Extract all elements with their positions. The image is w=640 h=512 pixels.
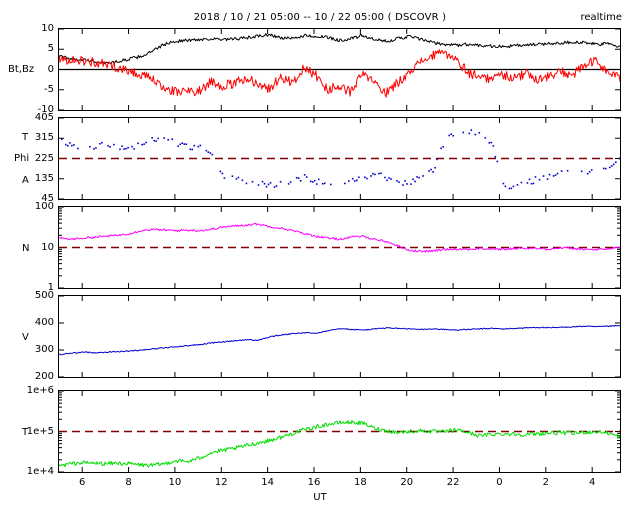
y-tick-label: 1e+4 [26,466,54,477]
x-tick-label: 10 [168,477,182,488]
y-tick-label: 1e+6 [26,385,54,396]
panel-1-canvas [59,118,620,199]
panel-2-canvas [59,207,620,288]
panel-bt-bz [58,28,621,111]
panel-density-label: N [22,243,30,254]
x-tick-label: 18 [353,477,367,488]
y-tick-label: 400 [34,317,54,328]
panel-temperature-label: T [22,427,29,438]
panel-bt-bz-label: Bt,Bz [8,64,35,75]
y-tick-label: 1 [47,282,54,293]
panel-0-canvas [59,29,620,110]
y-tick-label: 225 [34,152,54,164]
y-tick-label: 405 [34,112,54,123]
y-tick-label: -10 [37,104,54,115]
panel-phi-label: Phi [14,153,30,164]
panel-temperature [58,390,621,473]
y-tick-label: 200 [34,371,54,382]
y-tick-label: 0 [47,63,54,75]
x-tick-label: 12 [214,477,228,488]
x-tick-label: 2 [542,477,549,488]
x-tick-label: 16 [307,477,321,488]
x-tick-label: 8 [125,477,132,488]
panel-velocity [58,295,621,378]
x-tick-label: 0 [496,477,503,488]
x-axis-label: UT [313,492,327,503]
y-tick-label: 1e+5 [26,425,54,437]
panel-density [58,206,621,289]
realtime-badge: realtime [580,12,622,23]
y-tick-label: 500 [34,290,54,301]
y-tick-label: 315 [34,132,54,144]
x-tick-label: 14 [261,477,274,488]
panel-velocity-label: V [22,332,29,343]
panel-phi-theta [58,117,621,200]
y-tick-label: 10 [41,23,54,34]
x-tick-label: 4 [588,477,596,488]
panel-theta-label: T [22,132,29,143]
y-tick-label: -5 [44,83,54,95]
y-tick-label: 10 [41,241,54,253]
y-tick-label: 300 [34,344,54,355]
y-tick-label: 135 [34,172,54,184]
x-tick-label: 6 [78,477,86,488]
y-tick-label: 45 [41,193,54,204]
y-tick-label: 5 [47,43,54,55]
panel-a-label: A [22,175,29,186]
page-title: 2018 / 10 / 21 05:00 -- 10 / 22 05:00 ( … [193,12,447,23]
panel-4-canvas [59,391,620,472]
x-tick-label: 20 [400,477,414,488]
panel-3-canvas [59,296,620,377]
y-tick-label: 100 [34,201,54,212]
x-tick-label: 22 [446,477,460,488]
